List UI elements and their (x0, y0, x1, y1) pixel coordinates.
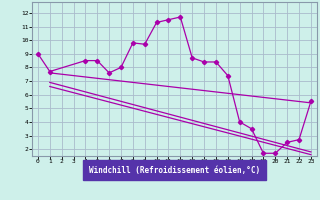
X-axis label: Windchill (Refroidissement éolien,°C): Windchill (Refroidissement éolien,°C) (89, 166, 260, 175)
